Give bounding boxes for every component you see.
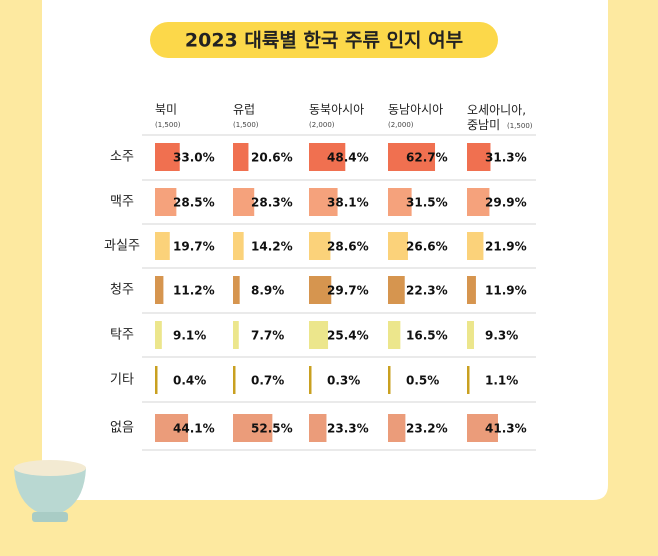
- value-label: 9.1%: [173, 329, 206, 343]
- column-header: 유럽: [233, 103, 255, 117]
- value-label: 31.5%: [406, 196, 448, 210]
- row-label: 청주: [110, 283, 134, 298]
- bar: [309, 414, 327, 442]
- bar: [467, 414, 498, 442]
- sample-size: (1,500): [155, 121, 181, 129]
- sample-size: (2,000): [309, 121, 335, 129]
- bar: [155, 414, 189, 442]
- bar: [233, 276, 240, 304]
- bar: [388, 232, 408, 260]
- bar: [467, 188, 490, 216]
- value-label: 9.3%: [485, 329, 518, 343]
- value-label: 41.3%: [485, 422, 527, 436]
- bar: [309, 366, 312, 394]
- value-label: 44.1%: [173, 422, 215, 436]
- sample-size: (2,000): [388, 121, 414, 129]
- row-label: 탁주: [110, 328, 134, 343]
- value-label: 29.7%: [327, 284, 369, 298]
- bar: [309, 321, 329, 349]
- bar: [309, 143, 346, 171]
- bar: [155, 188, 177, 216]
- bar: [155, 366, 158, 394]
- bar: [309, 188, 338, 216]
- bar: [309, 276, 332, 304]
- value-label: 11.9%: [485, 284, 527, 298]
- bar: [467, 321, 474, 349]
- column-header: 동북아시아: [309, 103, 364, 117]
- sample-size: (1,500): [233, 121, 259, 129]
- chart-title: 2023 대륙별 한국 주류 인지 여부: [185, 30, 463, 52]
- value-label: 23.3%: [327, 422, 369, 436]
- value-label: 28.3%: [251, 196, 293, 210]
- column-header: 동남아시아: [388, 103, 443, 117]
- bar: [388, 366, 391, 394]
- bar: [388, 276, 405, 304]
- bar: [388, 321, 401, 349]
- value-label: 7.7%: [251, 329, 284, 343]
- value-label: 22.3%: [406, 284, 448, 298]
- bar: [155, 276, 164, 304]
- value-label: 0.5%: [406, 374, 439, 388]
- row-label: 과실주: [104, 239, 140, 254]
- bar: [309, 232, 331, 260]
- value-label: 21.9%: [485, 240, 527, 254]
- bar: [467, 143, 491, 171]
- value-label: 8.9%: [251, 284, 284, 298]
- bar: [233, 232, 244, 260]
- bar: [467, 232, 484, 260]
- value-label: 25.4%: [327, 329, 369, 343]
- bar: [388, 143, 436, 171]
- row-label: 맥주: [110, 195, 134, 210]
- value-label: 23.2%: [406, 422, 448, 436]
- value-label: 0.7%: [251, 374, 284, 388]
- value-label: 38.1%: [327, 196, 369, 210]
- value-label: 16.5%: [406, 329, 448, 343]
- row-label: 기타: [110, 373, 134, 388]
- row-label: 없음: [110, 421, 134, 436]
- value-label: 33.0%: [173, 151, 215, 165]
- bar: [233, 366, 236, 394]
- value-label: 19.7%: [173, 240, 215, 254]
- bar: [233, 321, 239, 349]
- bar: [233, 188, 255, 216]
- value-label: 11.2%: [173, 284, 215, 298]
- value-label: 0.4%: [173, 374, 206, 388]
- bowl: [14, 460, 86, 522]
- value-label: 52.5%: [251, 422, 293, 436]
- column-header: 오세아니아, 중남미: [467, 103, 526, 132]
- bar: [388, 188, 412, 216]
- value-label: 28.5%: [173, 196, 215, 210]
- bar: [233, 414, 273, 442]
- value-label: 20.6%: [251, 151, 293, 165]
- value-label: 62.7%: [406, 151, 448, 165]
- bar: [155, 232, 170, 260]
- bar: [467, 366, 470, 394]
- bar: [155, 143, 180, 171]
- value-label: 1.1%: [485, 374, 518, 388]
- bar: [388, 414, 406, 442]
- value-label: 0.3%: [327, 374, 360, 388]
- title-pill: [150, 22, 498, 58]
- bar: [155, 321, 162, 349]
- value-label: 31.3%: [485, 151, 527, 165]
- value-label: 29.9%: [485, 196, 527, 210]
- value-label: 48.4%: [327, 151, 369, 165]
- row-label: 소주: [110, 150, 134, 165]
- value-label: 28.6%: [327, 240, 369, 254]
- bar: [467, 276, 476, 304]
- bar: [233, 143, 249, 171]
- value-label: 26.6%: [406, 240, 448, 254]
- column-header: 북미: [155, 103, 177, 117]
- value-label: 14.2%: [251, 240, 293, 254]
- sample-size: (1,500): [507, 122, 533, 130]
